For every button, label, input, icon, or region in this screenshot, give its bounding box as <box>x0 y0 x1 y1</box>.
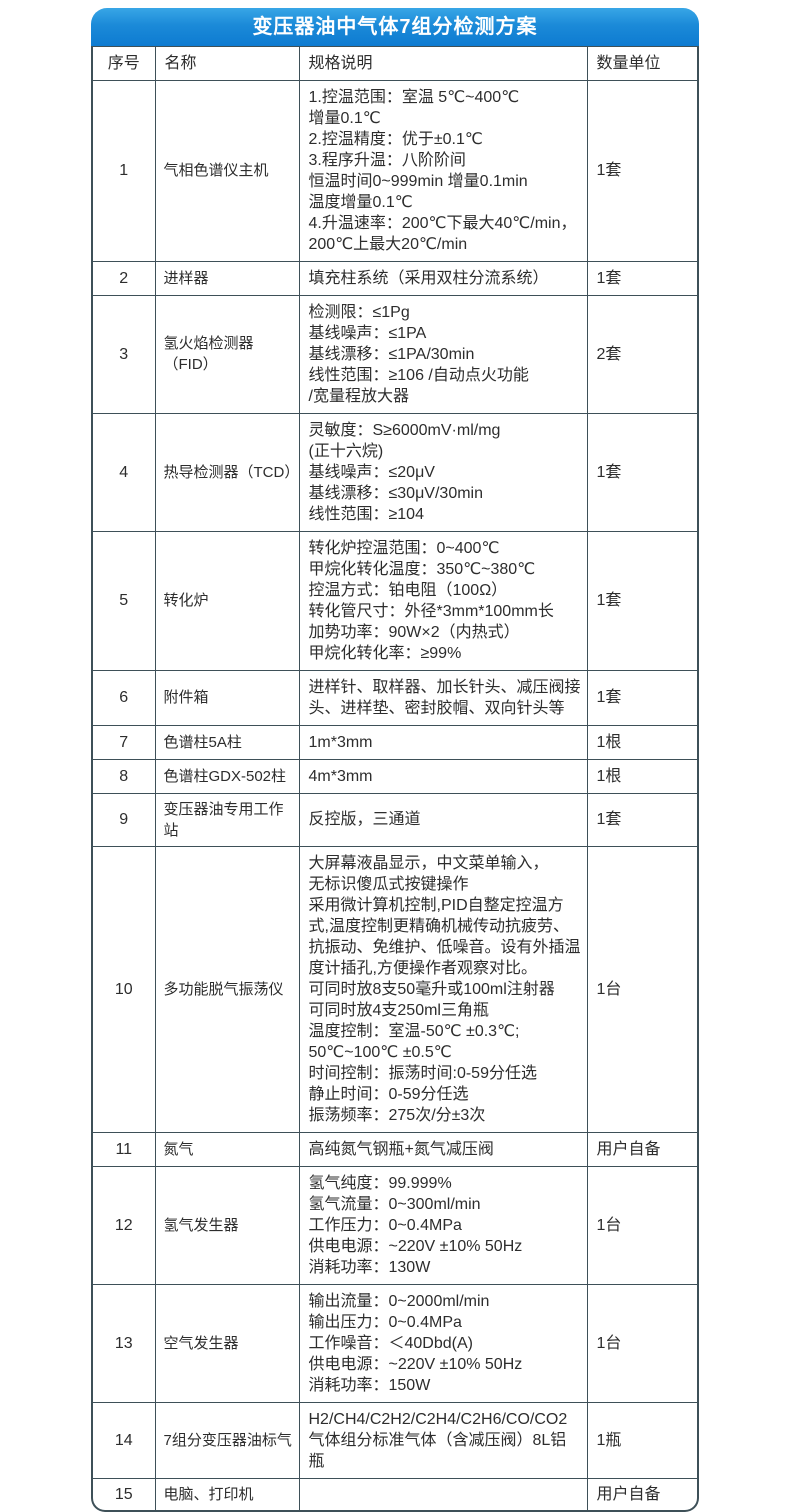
table-row: 12 氢气发生器 氢气纯度：99.999% 氢气流量：0~300ml/min 工… <box>93 1165 697 1285</box>
item-name: 色谱柱5A柱 <box>154 724 300 760</box>
item-spec: 1.控温范围：室温 5℃~400℃ 增量0.1℃ 2.控温精度：优于±0.1℃ … <box>298 79 588 262</box>
item-name: 多功能脱气振荡仪 <box>154 845 300 1133</box>
table-row: 14 7组分变压器油标气 H2/CH4/C2H2/C2H4/C2H6/CO/CO… <box>93 1401 697 1479</box>
spec-table: 序号 名称 规格说明 数量单位 1 气相色谱仪主机 1.控温范围：室温 5℃~4… <box>93 47 697 1510</box>
table-row: 5 转化炉 转化炉控温范围：0~400℃ 甲烷化转化温度：350℃~380℃ 控… <box>93 530 697 671</box>
table-row: 1 气相色谱仪主机 1.控温范围：室温 5℃~400℃ 增量0.1℃ 2.控温精… <box>93 79 697 262</box>
item-spec: 进样针、取样器、加长针头、减压阀接头、进样垫、密封胶帽、双向针头等 <box>298 669 588 726</box>
item-name: 电脑、打印机 <box>154 1477 300 1510</box>
item-qty: 1套 <box>586 530 697 671</box>
item-name: 变压器油专用工作站 <box>154 792 300 847</box>
table-row: 4 热导检测器（TCD） 灵敏度：S≥6000mV·ml/mg (正十六烷) 基… <box>93 412 697 532</box>
table-row: 8 色谱柱GDX-502柱 4m*3mm 1根 <box>93 758 697 794</box>
row-number: 6 <box>93 669 156 726</box>
item-spec: H2/CH4/C2H2/C2H4/C2H6/CO/CO2 气体组分标准气体（含减… <box>298 1401 588 1479</box>
item-qty: 1套 <box>586 260 697 296</box>
table-row: 6 附件箱 进样针、取样器、加长针头、减压阀接头、进样垫、密封胶帽、双向针头等 … <box>93 669 697 726</box>
item-spec: 4m*3mm <box>298 758 588 794</box>
row-number: 3 <box>93 294 156 414</box>
table-row: 2 进样器 填充柱系统（采用双柱分流系统） 1套 <box>93 260 697 296</box>
page-title: 变压器油中气体7组分检测方案 <box>252 16 538 38</box>
item-name: 附件箱 <box>154 669 300 726</box>
table-row: 13 空气发生器 输出流量：0~2000ml/min 输出压力：0~0.4MPa… <box>93 1283 697 1403</box>
table-row: 11 氮气 高纯氮气钢瓶+氮气减压阀 用户自备 <box>93 1131 697 1167</box>
item-qty: 1台 <box>586 845 697 1133</box>
item-qty: 用户自备 <box>586 1477 697 1510</box>
item-spec: 灵敏度：S≥6000mV·ml/mg (正十六烷) 基线噪声：≤20μV 基线漂… <box>298 412 588 532</box>
column-header-no: 序号 <box>93 47 156 80</box>
column-header-spec: 规格说明 <box>298 47 588 80</box>
column-header-qty: 数量单位 <box>586 47 697 80</box>
row-number: 10 <box>93 845 156 1133</box>
item-spec: 高纯氮气钢瓶+氮气减压阀 <box>298 1131 588 1167</box>
item-qty: 1根 <box>586 758 697 794</box>
row-number: 5 <box>93 530 156 671</box>
item-qty: 1套 <box>586 79 697 262</box>
row-number: 12 <box>93 1165 156 1285</box>
item-qty: 1套 <box>586 412 697 532</box>
item-spec: 转化炉控温范围：0~400℃ 甲烷化转化温度：350℃~380℃ 控温方式：铂电… <box>298 530 588 671</box>
column-header-name: 名称 <box>154 47 300 80</box>
item-name: 空气发生器 <box>154 1283 300 1403</box>
item-qty: 1瓶 <box>586 1401 697 1479</box>
row-number: 15 <box>93 1477 156 1510</box>
item-name: 7组分变压器油标气 <box>154 1401 300 1479</box>
row-number: 8 <box>93 758 156 794</box>
row-number: 2 <box>93 260 156 296</box>
spec-card: 变压器油中气体7组分检测方案 序号 名称 规格说明 数量单位 1 气相色谱仪主机… <box>91 8 699 1512</box>
item-name: 氮气 <box>154 1131 300 1167</box>
row-number: 11 <box>93 1131 156 1167</box>
card-header: 变压器油中气体7组分检测方案 <box>91 8 699 46</box>
table-row: 7 色谱柱5A柱 1m*3mm 1根 <box>93 724 697 760</box>
item-spec: 反控版，三通道 <box>298 792 588 847</box>
table-row: 9 变压器油专用工作站 反控版，三通道 1套 <box>93 792 697 847</box>
item-qty: 2套 <box>586 294 697 414</box>
table-container: 序号 名称 规格说明 数量单位 1 气相色谱仪主机 1.控温范围：室温 5℃~4… <box>91 46 699 1512</box>
item-spec: 1m*3mm <box>298 724 588 760</box>
item-spec: 检测限：≤1Pg 基线噪声：≤1PA 基线漂移：≤1PA/30min 线性范围：… <box>298 294 588 414</box>
item-qty: 1套 <box>586 792 697 847</box>
item-name: 进样器 <box>154 260 300 296</box>
row-number: 4 <box>93 412 156 532</box>
item-spec: 氢气纯度：99.999% 氢气流量：0~300ml/min 工作压力：0~0.4… <box>298 1165 588 1285</box>
row-number: 9 <box>93 792 156 847</box>
item-name: 色谱柱GDX-502柱 <box>154 758 300 794</box>
item-spec: 填充柱系统（采用双柱分流系统） <box>298 260 588 296</box>
item-spec: 输出流量：0~2000ml/min 输出压力：0~0.4MPa 工作噪音：＜40… <box>298 1283 588 1403</box>
row-number: 7 <box>93 724 156 760</box>
item-qty: 1台 <box>586 1283 697 1403</box>
row-number: 14 <box>93 1401 156 1479</box>
item-spec: 大屏幕液晶显示，中文菜单输入， 无标识傻瓜式按键操作 采用微计算机控制,PID自… <box>298 845 588 1133</box>
row-number: 13 <box>93 1283 156 1403</box>
table-row: 3 氢火焰检测器（FID） 检测限：≤1Pg 基线噪声：≤1PA 基线漂移：≤1… <box>93 294 697 414</box>
item-name: 转化炉 <box>154 530 300 671</box>
row-number: 1 <box>93 79 156 262</box>
table-header-row: 序号 名称 规格说明 数量单位 <box>93 47 697 80</box>
item-name: 氢气发生器 <box>154 1165 300 1285</box>
item-qty: 1根 <box>586 724 697 760</box>
table-row: 15 电脑、打印机 用户自备 <box>93 1477 697 1510</box>
item-name: 氢火焰检测器（FID） <box>154 294 300 414</box>
item-qty: 用户自备 <box>586 1131 697 1167</box>
item-qty: 1台 <box>586 1165 697 1285</box>
item-qty: 1套 <box>586 669 697 726</box>
item-name: 热导检测器（TCD） <box>154 412 300 532</box>
table-row: 10 多功能脱气振荡仪 大屏幕液晶显示，中文菜单输入， 无标识傻瓜式按键操作 采… <box>93 845 697 1133</box>
item-spec <box>298 1477 588 1510</box>
item-name: 气相色谱仪主机 <box>154 79 300 262</box>
